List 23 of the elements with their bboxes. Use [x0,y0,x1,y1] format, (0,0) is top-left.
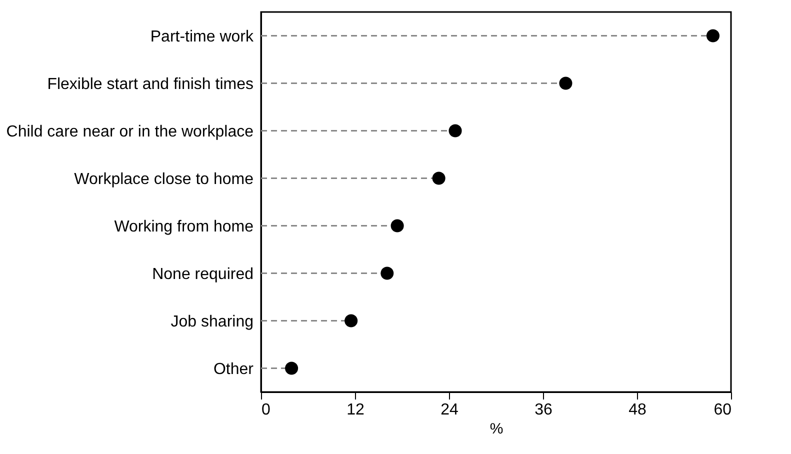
y-tick-label: Part-time work [150,28,254,46]
point [706,29,720,42]
x-tick-label: 24 [440,402,458,418]
y-tick-label: Working from home [114,218,254,236]
y-tick-label: Job sharing [170,313,254,330]
y-tick-label: Child care near or in the workplace [6,123,254,140]
x-tick-label: 36 [534,402,552,418]
point [448,124,462,138]
y-tick-label: Workplace close to home [74,170,254,188]
x-tick-label: 60 [714,402,732,418]
point [285,362,298,375]
point [344,314,358,328]
point [380,266,394,280]
y-tick-label: Other [213,360,254,378]
y-tick-label: None required [152,266,254,283]
point [432,172,446,185]
x-tick-label: 12 [346,402,364,418]
x-axis-title: % [490,420,504,438]
point [559,76,572,90]
point [390,219,404,232]
x-tick-label: 0 [262,402,270,418]
x-tick-label: 48 [628,402,646,418]
y-tick-label: Flexible start and finish times [47,76,254,93]
